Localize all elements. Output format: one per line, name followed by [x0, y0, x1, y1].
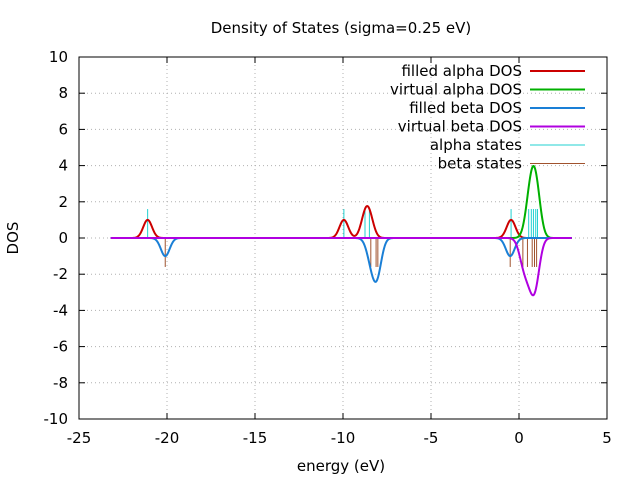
y-tick-label: -8	[53, 374, 68, 392]
legend-label-filled-alpha-dos: filled alpha DOS	[401, 62, 522, 80]
filled-beta-dos-line	[110, 237, 573, 283]
y-tick-label: 8	[58, 84, 68, 102]
x-tick-label: -10	[331, 429, 356, 447]
x-axis-label: energy (eV)	[297, 457, 385, 475]
chart-title: Density of States (sigma=0.25 eV)	[211, 19, 472, 37]
y-tick-label: 10	[49, 48, 68, 66]
x-tick-label: -20	[155, 429, 180, 447]
x-tick-label: -5	[424, 429, 439, 447]
filled-alpha-dos-line	[110, 205, 573, 239]
legend-label-alpha-states: alpha states	[430, 136, 522, 154]
y-tick-label: -6	[53, 338, 68, 356]
y-tick-label: 2	[58, 193, 68, 211]
x-tick-label: -15	[243, 429, 268, 447]
y-tick-label: 0	[58, 229, 68, 247]
legend-label-virtual-beta-dos: virtual beta DOS	[398, 118, 522, 136]
x-tick-label: -25	[67, 429, 92, 447]
y-tick-label: -2	[53, 265, 68, 283]
x-tick-label: 5	[602, 429, 612, 447]
y-tick-label: -4	[53, 301, 68, 319]
legend-label-filled-beta-dos: filled beta DOS	[409, 99, 522, 117]
y-tick-label: 4	[58, 157, 68, 175]
x-tick-label: 0	[514, 429, 524, 447]
y-axis-label: DOS	[4, 222, 22, 255]
y-tick-label: -10	[44, 410, 69, 428]
y-tick-label: 6	[58, 120, 68, 138]
legend-label-virtual-alpha-dos: virtual alpha DOS	[390, 81, 522, 99]
virtual-beta-dos-line	[110, 237, 573, 297]
plot-area	[110, 165, 573, 297]
legend-label-beta-states: beta states	[438, 155, 523, 173]
